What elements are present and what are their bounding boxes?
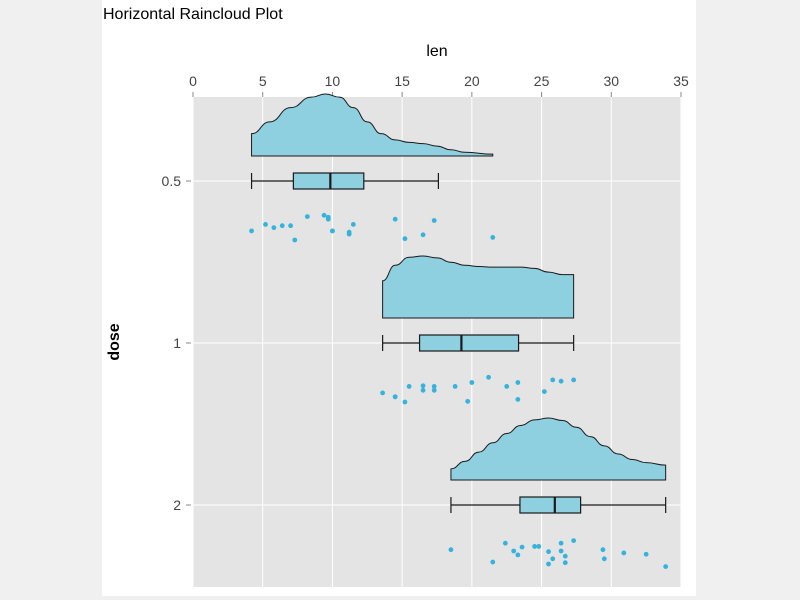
x-tick-label: 10 (325, 73, 341, 89)
rain-point (562, 560, 568, 566)
x-tick-label: 0 (189, 73, 197, 89)
rain-point (288, 223, 293, 229)
rain-point (502, 540, 508, 546)
rain-point (571, 377, 577, 383)
rain-point (536, 544, 542, 549)
rain-point (406, 384, 412, 389)
rain-point (504, 384, 510, 389)
x-axis-ticks: 0 5 10 15 20 25 30 35 (189, 73, 689, 97)
density-cloud-0.5 (251, 93, 494, 157)
rain-point (515, 397, 521, 402)
rain-point (420, 232, 426, 238)
rain-point (346, 231, 352, 237)
rain-point (452, 384, 458, 389)
rain-point (431, 384, 437, 389)
rain-point (546, 549, 551, 555)
rain-point (571, 538, 577, 543)
rain-point (420, 387, 426, 393)
rain-point (562, 553, 568, 559)
chart-title: Horizontal Raincloud Plot (103, 6, 283, 23)
rain-point (532, 544, 537, 549)
x-tick-label: 30 (603, 73, 619, 89)
density-cloud-2 (450, 417, 667, 481)
rain-point (402, 399, 408, 405)
rain-point (550, 377, 556, 383)
rain-point (304, 214, 310, 220)
rain-point (600, 547, 606, 553)
rain-point (448, 547, 454, 553)
rain-point (621, 550, 627, 556)
rain-point (249, 228, 254, 234)
rain-point (279, 223, 285, 229)
rain-point (490, 559, 496, 565)
rain-point (271, 225, 277, 231)
rain-point (325, 216, 331, 222)
rain-point (402, 236, 408, 242)
x-tick-label: 15 (394, 73, 410, 89)
rain-point (558, 540, 564, 546)
rain-point (490, 235, 496, 240)
rain-point (392, 394, 398, 400)
box-plots (250, 172, 667, 514)
rain-point (663, 564, 669, 569)
rain-point (550, 556, 556, 562)
density-cloud-1 (382, 255, 575, 319)
density-clouds (251, 93, 667, 481)
rain-points (249, 212, 669, 569)
rain-point (292, 237, 298, 243)
rain-point (643, 551, 649, 557)
y-tick-label: 1 (173, 335, 181, 351)
rain-point (558, 548, 564, 554)
rain-point (486, 374, 491, 380)
rain-point (431, 387, 437, 393)
rain-point (350, 222, 356, 227)
rain-point (558, 378, 564, 384)
box-iqr-1 (418, 334, 520, 352)
rain-point (469, 380, 475, 385)
rain-point (519, 544, 525, 550)
rain-point (263, 222, 268, 227)
x-tick-label: 5 (259, 73, 267, 89)
rain-point (420, 383, 426, 389)
rain-point (321, 212, 327, 218)
x-axis-title: len (426, 43, 447, 60)
y-axis-ticks: 0.5 1 2 (162, 173, 191, 513)
x-tick-label: 20 (464, 73, 480, 89)
rain-point (601, 556, 607, 562)
rain-point (515, 552, 521, 558)
rain-point (546, 561, 551, 567)
box-iqr-0.5 (292, 172, 365, 190)
y-axis-title: dose (106, 323, 123, 360)
rain-point (465, 398, 471, 404)
x-tick-label: 25 (534, 73, 550, 89)
x-tick-label: 35 (673, 73, 689, 89)
rain-point (392, 216, 398, 222)
rain-point (541, 389, 547, 394)
box-iqr-2 (519, 496, 582, 514)
rain-point (511, 548, 517, 554)
y-tick-label: 2 (173, 497, 181, 513)
y-tick-label: 0.5 (162, 173, 182, 189)
rain-point (380, 390, 386, 396)
rain-point (330, 228, 335, 234)
rain-point (431, 218, 437, 223)
rain-point (515, 380, 521, 385)
